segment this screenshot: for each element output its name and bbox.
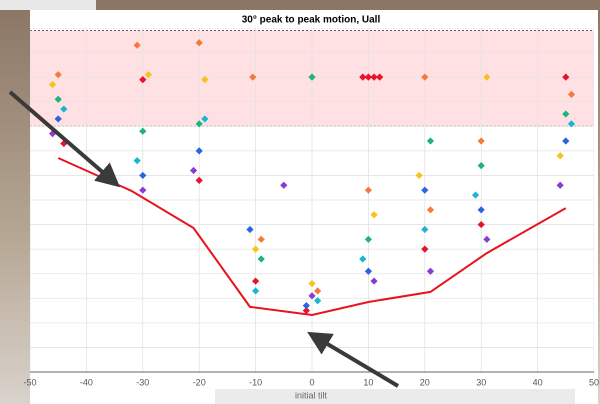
x-tick-label: -40	[80, 377, 93, 387]
point	[139, 186, 147, 194]
point	[477, 162, 485, 170]
point	[426, 206, 435, 214]
point	[195, 147, 203, 155]
point	[308, 279, 316, 288]
point	[308, 292, 316, 300]
x-tick-label: -50	[23, 377, 36, 387]
window-strip	[0, 0, 96, 10]
point	[562, 110, 570, 118]
point	[54, 115, 62, 123]
point	[249, 73, 257, 81]
point	[483, 235, 491, 243]
x-tick-label: -30	[136, 377, 149, 387]
point	[60, 105, 68, 113]
trend-line	[57, 157, 567, 317]
point	[195, 39, 203, 47]
point	[139, 76, 147, 84]
point	[257, 235, 265, 243]
point	[54, 95, 62, 103]
point	[370, 73, 378, 81]
point	[133, 157, 141, 165]
point	[370, 211, 378, 219]
point	[308, 73, 316, 81]
point	[246, 225, 254, 234]
point	[376, 73, 384, 81]
point	[421, 245, 429, 253]
point	[302, 302, 310, 310]
point	[139, 127, 147, 135]
point	[359, 73, 367, 81]
point	[370, 277, 378, 285]
point	[556, 181, 564, 189]
point	[189, 166, 198, 175]
plot	[30, 28, 594, 372]
x-tick-label: 20	[420, 377, 430, 387]
point	[364, 73, 372, 81]
point	[54, 71, 62, 79]
point	[426, 137, 435, 145]
point	[477, 206, 485, 214]
point	[364, 186, 372, 194]
point	[139, 171, 147, 180]
point	[567, 90, 576, 98]
axes: -50 -40 -30 -20 -10 0 10 20 30 40 50	[23, 371, 599, 387]
point	[364, 267, 372, 275]
x-axis-label: initial tilt	[295, 390, 328, 400]
point	[252, 277, 260, 285]
point	[556, 152, 564, 160]
x-tick-label: -20	[193, 377, 206, 387]
point	[359, 255, 367, 263]
x-tick-label: -10	[249, 377, 262, 387]
point	[201, 115, 209, 123]
x-tick-label: 30	[476, 377, 486, 387]
point	[364, 235, 372, 243]
point	[280, 181, 288, 189]
point	[562, 73, 570, 81]
point	[133, 41, 141, 49]
label-box	[215, 389, 575, 404]
point	[144, 71, 153, 79]
point	[314, 297, 322, 305]
point	[421, 186, 429, 194]
point	[477, 137, 485, 145]
point	[421, 73, 429, 81]
point	[314, 287, 322, 295]
point	[567, 120, 576, 128]
point	[471, 191, 480, 199]
point	[426, 267, 435, 275]
point	[257, 255, 265, 263]
chart-title: 30° peak to peak motion, Uall	[242, 15, 381, 26]
x-tick-label: 10	[363, 377, 373, 387]
point	[483, 73, 491, 81]
point	[302, 306, 310, 315]
x-tick-label: 40	[533, 377, 543, 387]
x-tick-label: 50	[589, 377, 599, 387]
point	[252, 287, 260, 295]
point	[252, 245, 260, 253]
point	[48, 80, 57, 89]
point	[562, 137, 570, 145]
point	[195, 120, 203, 128]
point	[195, 176, 203, 184]
point	[477, 220, 485, 229]
x-tick-label: 0	[309, 377, 314, 387]
arrow	[8, 90, 121, 188]
arrow	[307, 331, 400, 388]
point	[201, 76, 209, 84]
point	[415, 171, 423, 180]
point	[421, 225, 429, 234]
